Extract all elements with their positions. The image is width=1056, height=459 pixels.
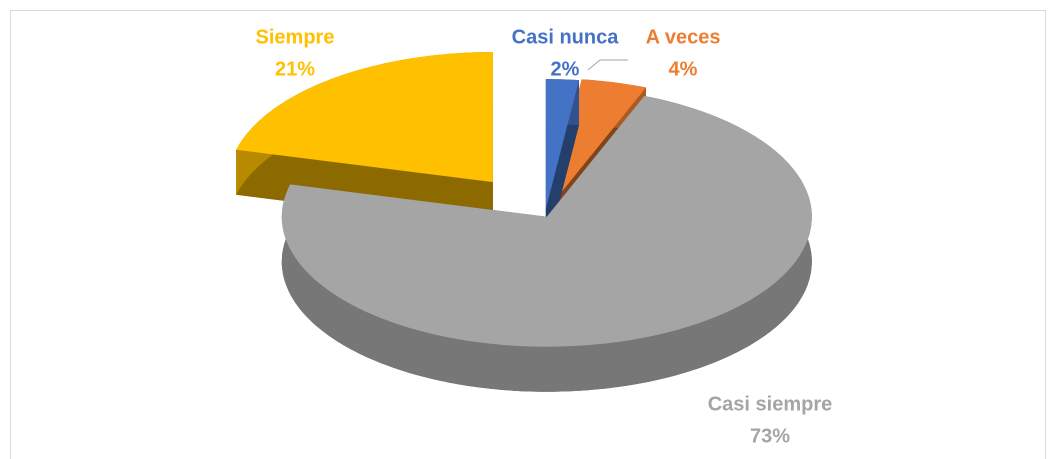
value-label: 4% [669, 58, 698, 80]
slice [548, 79, 646, 209]
category-label: A veces [646, 26, 721, 48]
category-label: Siempre [256, 26, 335, 48]
value-label: 21% [275, 58, 315, 80]
value-label: 73% [750, 425, 790, 447]
slice [545, 79, 579, 210]
slice [281, 95, 812, 347]
slice [236, 52, 493, 183]
leader-line [587, 59, 628, 71]
category-label: Casi siempre [708, 393, 833, 415]
category-label: Casi nunca [512, 26, 620, 48]
labels: Siempre 21% A veces 4% Casi nunca 2% Casi siem… [256, 26, 833, 447]
pie [236, 52, 812, 392]
value-label: 2% [551, 58, 580, 80]
